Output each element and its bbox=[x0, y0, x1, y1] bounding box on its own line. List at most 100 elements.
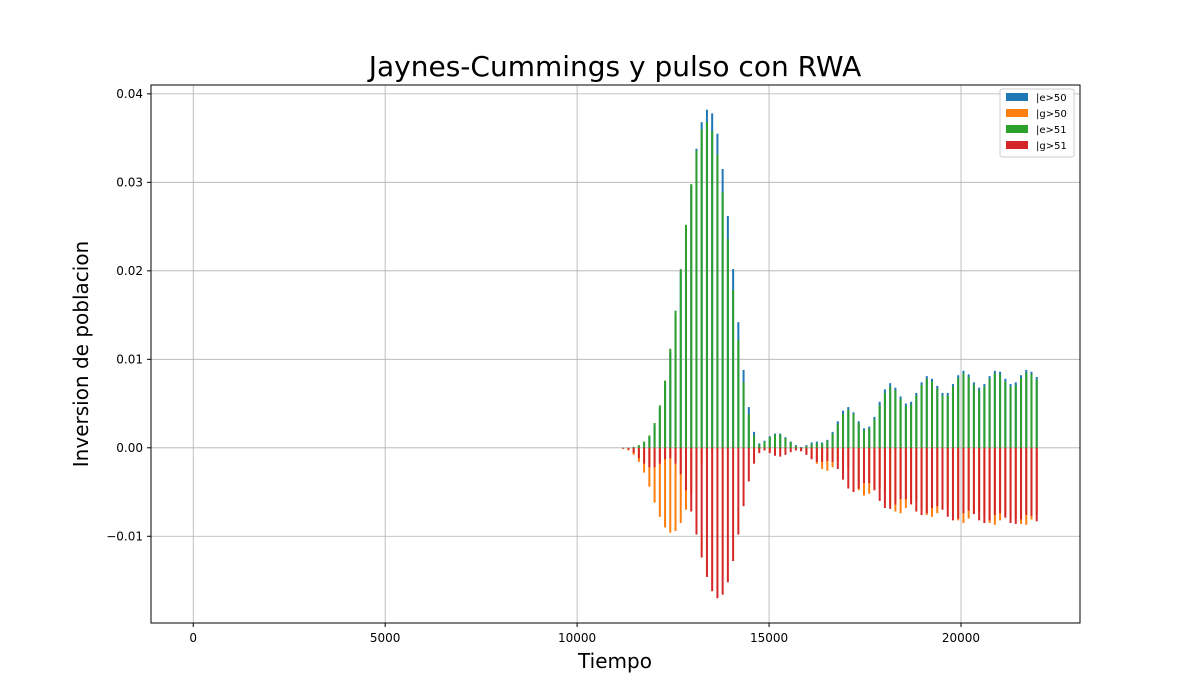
bar-g51 bbox=[721, 447, 724, 595]
bar-g51 bbox=[883, 447, 886, 508]
bar-g51 bbox=[716, 447, 719, 599]
bar-g51 bbox=[637, 447, 640, 459]
chart-title: Jaynes-Cummings y pulso con RWA bbox=[367, 50, 861, 83]
series-e51 bbox=[622, 122, 1038, 449]
bar-e51 bbox=[821, 443, 824, 448]
bar-g51 bbox=[999, 447, 1002, 514]
bar-g51 bbox=[679, 447, 682, 475]
bar-e51 bbox=[868, 428, 871, 448]
bar-g51 bbox=[1020, 447, 1023, 520]
bar-g51 bbox=[894, 447, 897, 505]
legend-label-g50: |g>50 bbox=[1036, 109, 1067, 120]
bar-g51 bbox=[826, 447, 829, 462]
legend-swatch-g51 bbox=[1006, 141, 1028, 149]
legend-swatch-g50 bbox=[1006, 109, 1028, 117]
bar-e51 bbox=[925, 378, 928, 448]
plot-frame bbox=[150, 84, 1081, 624]
bar-e51 bbox=[648, 435, 651, 448]
bar-e51 bbox=[983, 386, 986, 448]
bar-e51 bbox=[737, 339, 740, 448]
bar-g51 bbox=[753, 447, 756, 464]
bar-g50 bbox=[658, 447, 661, 517]
legend-label-e51: |e>51 bbox=[1036, 125, 1067, 136]
bar-e51 bbox=[1009, 386, 1012, 448]
bar-g51 bbox=[742, 447, 745, 507]
bar-g51 bbox=[800, 447, 803, 452]
bar-e51 bbox=[753, 435, 756, 448]
bar-e51 bbox=[1030, 374, 1033, 448]
bar-e51 bbox=[695, 150, 698, 448]
bar-e51 bbox=[664, 380, 667, 448]
bar-g51 bbox=[758, 447, 761, 454]
bar-e51 bbox=[904, 406, 907, 448]
bar-e51 bbox=[632, 446, 635, 448]
bar-g51 bbox=[705, 447, 708, 577]
x-axis-ticks: 0 5000 10000 15000 20000 bbox=[189, 623, 980, 645]
bar-e51 bbox=[721, 192, 724, 448]
bar-e51 bbox=[847, 409, 850, 448]
x-tick-label: 15000 bbox=[750, 631, 788, 645]
bar-e51 bbox=[899, 399, 902, 448]
bar-g51 bbox=[711, 447, 714, 592]
bar-g51 bbox=[836, 447, 839, 470]
bar-g51 bbox=[632, 447, 635, 454]
bar-g51 bbox=[993, 447, 996, 516]
bar-g51 bbox=[873, 447, 876, 491]
bar-e51 bbox=[1035, 379, 1038, 448]
y-axis-label: Inversion de poblacion bbox=[69, 241, 93, 467]
bar-g51 bbox=[957, 447, 960, 519]
bar-g51 bbox=[695, 447, 698, 535]
bar-g51 bbox=[774, 447, 777, 456]
bar-e51 bbox=[999, 374, 1002, 448]
bar-e51 bbox=[873, 419, 876, 448]
bar-g51 bbox=[936, 447, 939, 507]
bar-g51 bbox=[983, 447, 986, 524]
y-tick-label: 0.00 bbox=[116, 441, 143, 455]
bar-g51 bbox=[1035, 447, 1038, 522]
bar-e51 bbox=[658, 405, 661, 448]
bar-e51 bbox=[726, 238, 729, 448]
bar-e51 bbox=[993, 373, 996, 448]
y-tick-label: 0.01 bbox=[116, 352, 143, 366]
bar-e51 bbox=[978, 390, 981, 448]
bar-g51 bbox=[669, 447, 672, 459]
bar-e51 bbox=[936, 388, 939, 448]
legend-box bbox=[999, 88, 1075, 158]
bar-g51 bbox=[784, 447, 787, 455]
bar-g50 bbox=[669, 447, 672, 533]
bar-g51 bbox=[653, 447, 656, 468]
bar-e51 bbox=[972, 384, 975, 448]
bar-g51 bbox=[1014, 447, 1017, 524]
bar-g51 bbox=[878, 447, 881, 501]
bar-e51 bbox=[789, 442, 792, 448]
bar-g50 bbox=[679, 447, 682, 524]
bar-e51 bbox=[705, 122, 708, 448]
bar-g51 bbox=[962, 447, 965, 514]
bar-e51 bbox=[941, 395, 944, 448]
bar-e51 bbox=[794, 446, 797, 448]
bar-g51 bbox=[910, 447, 913, 505]
bar-g51 bbox=[700, 447, 703, 558]
bar-g50 bbox=[653, 447, 656, 503]
bar-g51 bbox=[904, 447, 907, 500]
bar-e51 bbox=[836, 423, 839, 448]
bar-g51 bbox=[805, 447, 808, 455]
bar-g51 bbox=[847, 447, 850, 489]
bar-e51 bbox=[742, 382, 745, 448]
bar-e51 bbox=[910, 404, 913, 448]
bar-e51 bbox=[763, 441, 766, 448]
bar-g51 bbox=[821, 447, 824, 462]
legend-label-g51: |g>51 bbox=[1036, 141, 1067, 152]
bar-g51 bbox=[648, 447, 651, 468]
bar-e51 bbox=[805, 446, 808, 448]
bar-g51 bbox=[1030, 447, 1033, 516]
y-tick-label: 0.03 bbox=[116, 175, 143, 189]
bar-g51 bbox=[810, 447, 813, 460]
bar-g51 bbox=[931, 447, 934, 508]
bar-e51 bbox=[1025, 372, 1028, 448]
bar-g51 bbox=[747, 447, 750, 482]
legend: |e>50 |g>50 |e>51 |g>51 bbox=[999, 88, 1075, 158]
y-tick-label: −0.01 bbox=[106, 529, 143, 543]
bar-g51 bbox=[920, 447, 923, 516]
